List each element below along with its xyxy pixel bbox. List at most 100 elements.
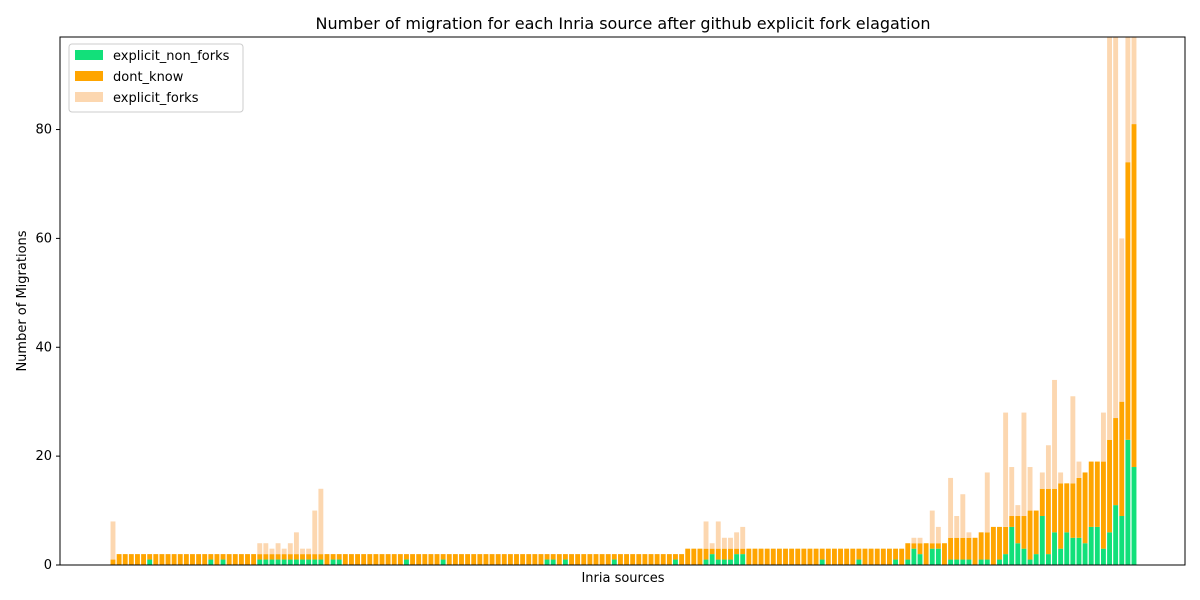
bar-dont-know — [391, 554, 397, 565]
bar-dont-know — [1076, 477, 1082, 538]
bar-dont-know — [330, 554, 336, 560]
bar-dont-know — [514, 554, 519, 565]
bar-dont-know — [978, 532, 984, 560]
bar-dont-know — [196, 554, 202, 565]
bar-explicit-non-forks — [611, 559, 617, 565]
bar-explicit-non-forks — [293, 559, 299, 565]
bar-dont-know — [960, 537, 966, 560]
bar-dont-know — [128, 554, 134, 565]
bar-dont-know — [807, 548, 813, 565]
bar-dont-know — [287, 554, 293, 560]
bar-dont-know — [538, 554, 544, 565]
bar-explicit-non-forks — [550, 559, 556, 565]
bar-dont-know — [862, 548, 868, 565]
bar-dont-know — [831, 548, 837, 565]
bar-dont-know — [611, 554, 617, 560]
bar-dont-know — [636, 554, 642, 565]
bar-explicit-non-forks — [1107, 532, 1112, 565]
bar-dont-know — [238, 554, 244, 565]
bar-dont-know — [153, 554, 159, 565]
bar-dont-know — [507, 554, 513, 565]
bar-explicit-forks — [1119, 238, 1125, 402]
bar-explicit-forks — [1113, 37, 1119, 419]
bar-dont-know — [728, 548, 733, 560]
bar-explicit-non-forks — [1015, 543, 1021, 565]
bar-explicit-non-forks — [263, 559, 269, 565]
bar-dont-know — [703, 548, 709, 560]
bar-explicit-non-forks — [1125, 439, 1131, 565]
bar-dont-know — [789, 548, 795, 565]
bar-dont-know — [342, 554, 348, 565]
bar-dont-know — [141, 554, 147, 565]
bar-dont-know — [758, 548, 764, 565]
bar-explicit-forks — [984, 472, 990, 533]
bar-dont-know — [899, 548, 905, 565]
bar-dont-know — [666, 554, 672, 565]
bar-explicit-forks — [1107, 37, 1112, 440]
bar-explicit-forks — [728, 537, 733, 549]
bar-dont-know — [948, 537, 954, 560]
bar-dont-know — [245, 554, 250, 565]
bar-explicit-non-forks — [911, 548, 917, 565]
bar-explicit-forks — [110, 521, 116, 560]
bar-dont-know — [838, 548, 843, 565]
bar-dont-know — [263, 554, 269, 560]
bar-dont-know — [257, 554, 263, 560]
bar-dont-know — [648, 554, 654, 565]
bar-explicit-non-forks — [1088, 526, 1094, 565]
bar-dont-know — [905, 543, 911, 560]
bar-dont-know — [893, 548, 899, 560]
legend-label-dont-know: dont_know — [113, 70, 184, 85]
bar-dont-know — [1052, 488, 1057, 533]
legend: explicit_non_forks dont_know explicit_fo… — [68, 43, 244, 113]
bar-dont-know — [562, 554, 568, 560]
bar-explicit-non-forks — [728, 559, 733, 565]
bar-dont-know — [532, 554, 538, 565]
bar-dont-know — [679, 554, 685, 565]
bar-dont-know — [911, 543, 917, 549]
bar-dont-know — [740, 548, 746, 555]
bar-dont-know — [1027, 510, 1033, 560]
bar-dont-know — [880, 548, 886, 565]
bar-explicit-non-forks — [856, 559, 862, 565]
bar-explicit-non-forks — [281, 559, 287, 565]
bar-dont-know — [887, 548, 892, 565]
bar-dont-know — [293, 554, 299, 560]
bar-explicit-forks — [715, 521, 721, 549]
bar-dont-know — [434, 554, 440, 565]
bar-explicit-forks — [312, 510, 318, 555]
bar-dont-know — [404, 554, 409, 560]
bar-dont-know — [618, 554, 623, 565]
bar-explicit-non-forks — [966, 559, 972, 565]
bar-dont-know — [520, 554, 526, 565]
bar-dont-know — [813, 548, 819, 565]
bar-explicit-non-forks — [147, 559, 153, 565]
bar-dont-know — [660, 554, 666, 565]
bar-dont-know — [850, 548, 856, 565]
bar-dont-know — [300, 554, 305, 560]
bar-dont-know — [642, 554, 648, 565]
bar-dont-know — [226, 554, 232, 565]
bar-dont-know — [685, 548, 691, 565]
bar-explicit-forks — [734, 532, 740, 549]
bar-explicit-non-forks — [1076, 537, 1082, 565]
y-tick-label: 80 — [35, 123, 52, 138]
bar-dont-know — [715, 548, 721, 560]
bar-explicit-non-forks — [721, 559, 727, 565]
bar-explicit-forks — [269, 548, 275, 555]
bar-dont-know — [624, 554, 629, 565]
bar-dont-know — [1125, 162, 1131, 440]
bar-explicit-forks — [1058, 472, 1064, 484]
bar-explicit-forks — [257, 543, 263, 555]
bar-dont-know — [1033, 510, 1039, 555]
bars-group — [110, 37, 1137, 565]
bar-explicit-non-forks — [562, 559, 568, 565]
bar-dont-know — [844, 548, 850, 565]
bar-dont-know — [819, 548, 825, 560]
bar-dont-know — [336, 554, 342, 560]
chart-title: Number of migration for each Inria sourc… — [316, 14, 931, 33]
bar-dont-know — [452, 554, 458, 565]
bar-dont-know — [1082, 472, 1088, 544]
bar-dont-know — [281, 554, 287, 560]
bar-dont-know — [495, 554, 501, 565]
